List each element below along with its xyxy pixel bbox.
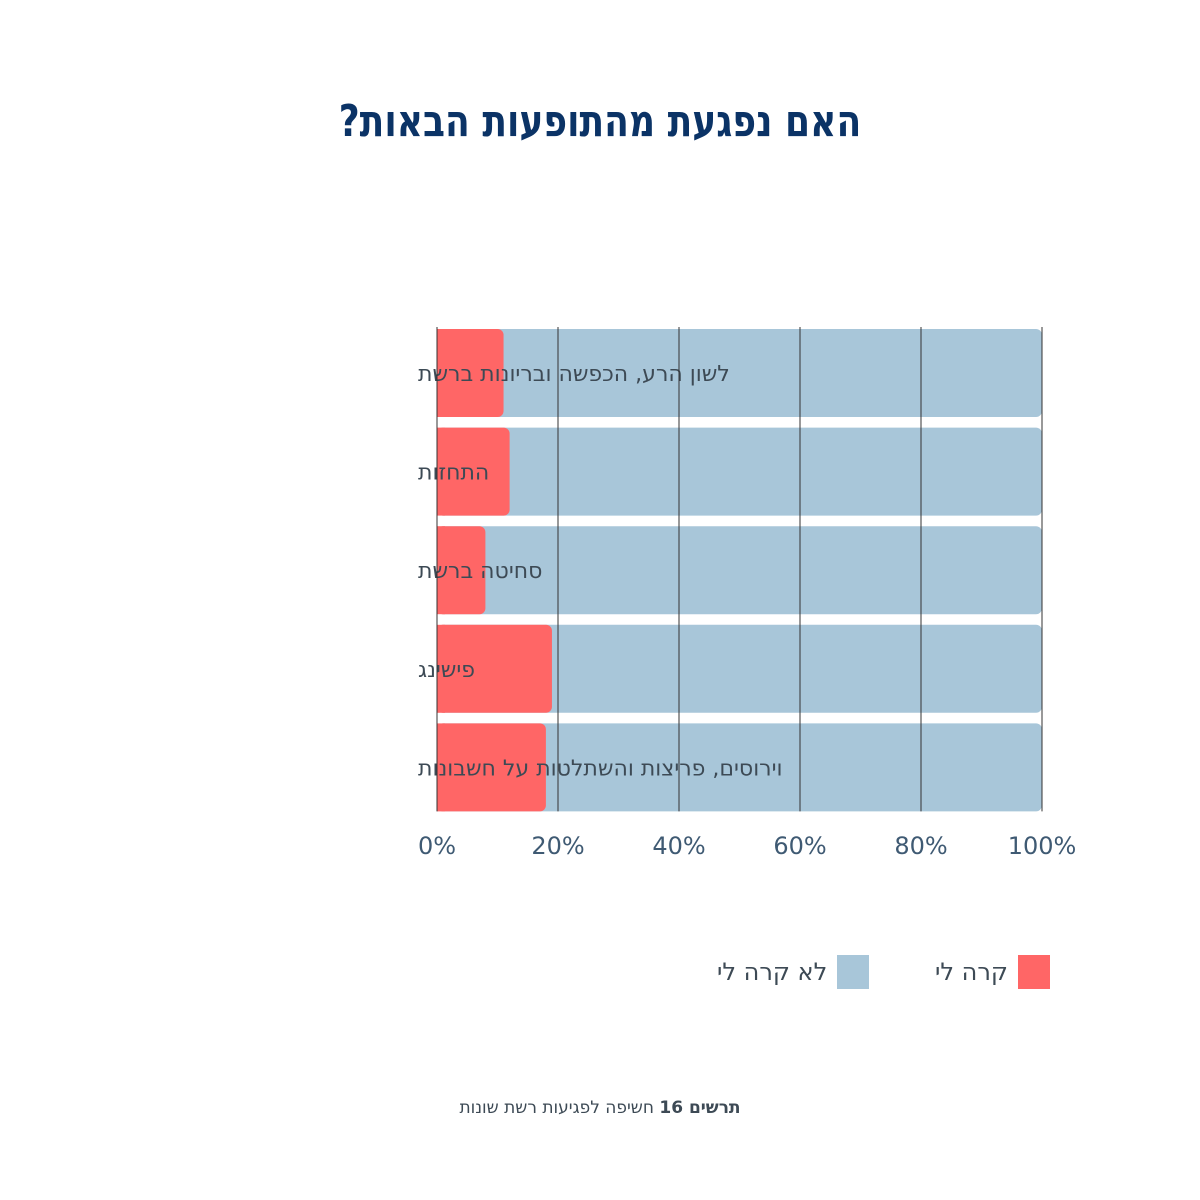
bar-not-happened (437, 723, 1042, 812)
bar-not-happened (437, 329, 1042, 417)
category-label: לשון הרע, הכפשה ובריונות ברשת (418, 362, 730, 387)
bar-not-happened (437, 427, 1042, 516)
chart-title: האם נפגעת מהתופעות הבאות? (338, 96, 862, 147)
category-label: וירוסים, פריצות והשתלטות על חשבונות (418, 756, 783, 781)
bar-happened-edge (437, 526, 445, 615)
legend-item-happened: קרה לי (935, 955, 1050, 989)
bar-happened (437, 427, 510, 516)
x-tick-label: 20% (531, 832, 584, 860)
bar-happened-edge (437, 427, 445, 516)
footer-brand: תרשים 16 (659, 1098, 741, 1118)
bar-not-happened (437, 624, 1042, 713)
bar-not-happened (437, 526, 1042, 615)
bar-happened (437, 723, 546, 812)
bar-happened-edge (437, 329, 445, 417)
x-tick-label: 100% (1008, 832, 1077, 860)
bar-happened (437, 329, 504, 417)
footer-text: חשיפה לפגיעות רשת שונות (459, 1098, 654, 1118)
legend: קרה לי לא קרה לי (0, 955, 1200, 995)
bar-happened (437, 624, 552, 713)
category-label: סחיטה ברשת (418, 559, 542, 584)
legend-swatch-happened (1017, 955, 1050, 989)
legend-label-not-happened: לא קרה לי (717, 958, 828, 986)
legend-item-not-happened: לא קרה לי (717, 955, 870, 989)
legend-label-happened: קרה לי (935, 958, 1008, 986)
bar-happened-edge (437, 723, 445, 812)
x-tick-label: 60% (773, 832, 826, 860)
x-tick-label: 80% (894, 832, 947, 860)
bar-happened-edge (437, 624, 445, 713)
footer-caption: תרשים 16 חשיפה לפגיעות רשת שונות (0, 1098, 1200, 1118)
bar-chart: לשון הרע, הכפשה ובריונות ברשת התחזות סחיטה… (418, 327, 1077, 860)
category-label: התחזות (418, 461, 489, 486)
category-label: פישינג (418, 658, 475, 683)
x-tick-label: 0% (418, 832, 456, 860)
x-tick-label: 40% (652, 832, 705, 860)
bar-happened (437, 526, 486, 615)
legend-swatch-not-happened (837, 955, 870, 989)
